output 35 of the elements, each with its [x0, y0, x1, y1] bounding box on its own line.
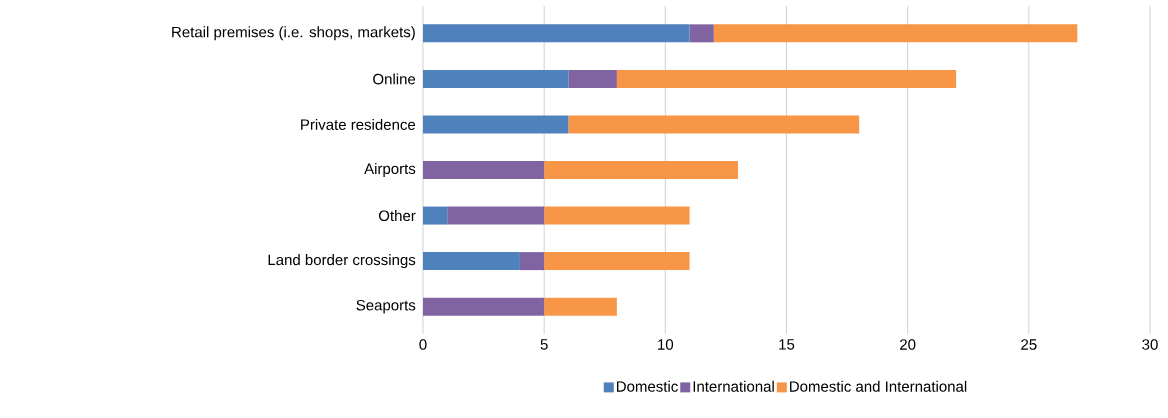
bar: [689, 24, 714, 43]
bar: [423, 252, 520, 271]
bar: [544, 161, 739, 179]
bar: [544, 206, 690, 225]
bar: [423, 24, 690, 43]
x-tick-label: 15: [779, 339, 795, 350]
bar: [544, 252, 690, 271]
bar: [423, 69, 569, 88]
legend-label: Domestic and International: [790, 380, 967, 392]
legend-label: Domestic: [617, 380, 678, 392]
bar: [568, 69, 617, 88]
bar: [423, 297, 545, 316]
bar: [423, 206, 448, 225]
x-tick-label: 5: [540, 339, 548, 350]
x-tick-label: 0: [419, 339, 427, 350]
bar: [423, 161, 545, 179]
bar: [568, 115, 860, 134]
y-tick-label: Other: [378, 210, 416, 222]
y-tick-label: Private residence: [301, 118, 416, 130]
bar: [544, 297, 617, 316]
y-tick-label: Retail premises (i.e. shops, markets): [172, 26, 415, 41]
bar: [423, 115, 569, 134]
bar: [713, 24, 1078, 43]
x-tick-label: 10: [658, 339, 674, 350]
y-tick-label: Land border crossings: [268, 254, 416, 269]
y-tick-label: Online: [373, 73, 416, 85]
legend-label: International: [693, 380, 774, 392]
bar: [519, 252, 545, 271]
y-tick-label: Seaports: [356, 299, 416, 314]
x-tick-label: 30: [1142, 339, 1158, 350]
bar: [616, 69, 957, 88]
x-tick-label: 20: [900, 339, 916, 350]
y-tick-label: Airports: [364, 163, 416, 177]
bar: [447, 206, 545, 225]
x-tick-label: 25: [1021, 339, 1037, 350]
